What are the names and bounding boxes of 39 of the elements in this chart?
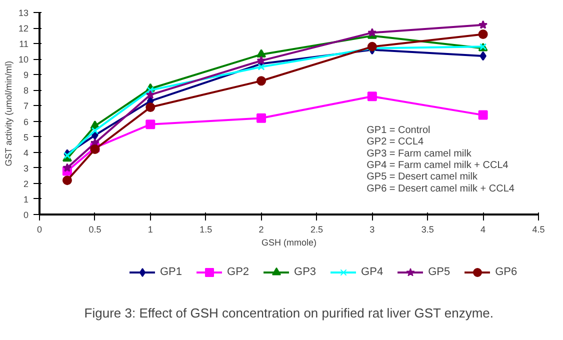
y-tick-label: 1: [23, 194, 29, 204]
x-tick-label: 0: [36, 224, 42, 234]
caption: Figure 3: Effect of GSH concentration on purified rat liver GST enzyme.: [84, 305, 494, 320]
y-tick-label: 8: [23, 86, 29, 96]
x-tick-label: 0.5: [88, 224, 102, 234]
x-tick-label: 4.5: [532, 224, 545, 234]
y-tick-label: 0: [23, 210, 29, 220]
y-tick-label: 5: [23, 132, 29, 142]
x-tick-label: 4: [480, 224, 486, 234]
y-tick-label: 4: [23, 148, 29, 158]
y-tick-label: 10: [18, 54, 29, 65]
y-axis-title: GST activity (umol/min/ml): [3, 60, 14, 166]
y-tick-label: 9: [23, 70, 29, 80]
y-tick-label: 7: [23, 101, 29, 112]
legend-label: GP2: [227, 266, 250, 278]
x-tick-label: 2.5: [310, 224, 323, 234]
y-tick-label: 3: [23, 163, 29, 174]
y-tick-label: 11: [19, 39, 28, 50]
legend-label: GP5: [428, 266, 450, 278]
legend-label: GP4: [361, 266, 384, 278]
y-tick-label: 13: [18, 8, 29, 18]
x-tick-label: 3: [370, 224, 375, 234]
annotation: GP1 = Control: [366, 125, 430, 136]
annotation: GP6 = Desert camel milk + CCL4: [366, 183, 515, 194]
y-tick-label: 2: [23, 178, 29, 189]
annotation: GP4 = Farm camel milk + CCL4: [366, 160, 509, 172]
annotation: GP2 = CCL4: [366, 136, 424, 148]
legend-label: GP6: [495, 266, 518, 278]
legend-label: GP3: [294, 266, 316, 278]
x-tick-label: 2: [258, 224, 264, 234]
x-tick-label: 1.5: [200, 224, 212, 234]
x-axis-title: GSH (mmole): [262, 238, 317, 248]
x-tick-label: 3.5: [421, 224, 434, 234]
y-tick-label: 12: [18, 24, 29, 34]
annotation: GP3 = Farm camel milk: [366, 148, 472, 160]
annotation: GP5 = Desert camel milk: [366, 172, 478, 183]
x-tick-label: 1: [148, 224, 153, 234]
legend-label: GP1: [160, 266, 182, 278]
y-tick-label: 6: [23, 116, 29, 127]
